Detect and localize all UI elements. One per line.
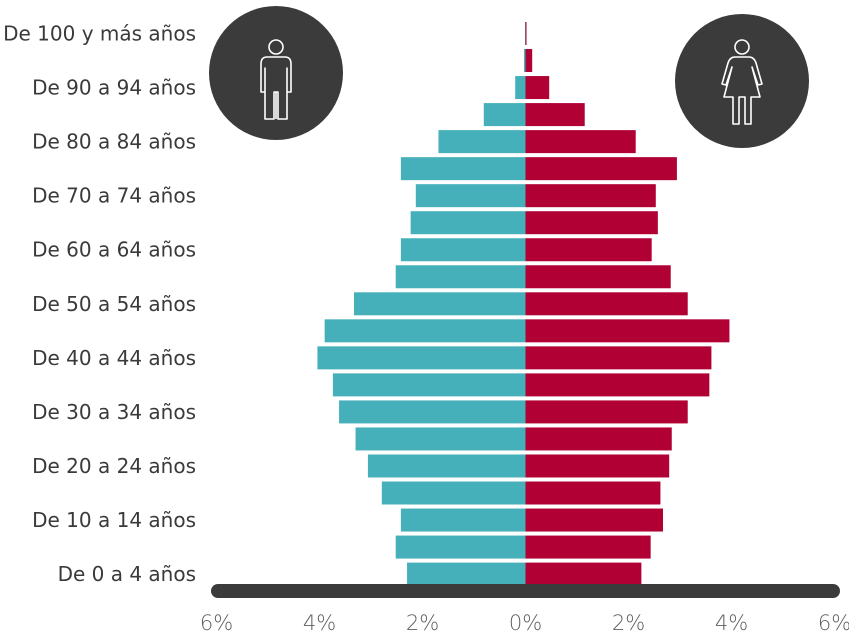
bar-male-9: [395, 265, 526, 289]
bar-female-1: [525, 49, 533, 73]
bar-female-11: [525, 319, 730, 343]
male-badge: [209, 6, 343, 140]
category-label: De 0 a 4 años: [58, 562, 196, 586]
bar-female-10: [525, 292, 688, 316]
category-label: De 30 a 34 años: [32, 400, 196, 424]
bar-female-15: [525, 427, 672, 451]
man-icon: [260, 39, 292, 120]
x-tick-label: 2%: [406, 611, 439, 635]
bar-female-0: [525, 22, 527, 45]
bar-female-13: [525, 373, 710, 397]
bar-male-15: [355, 427, 526, 451]
bar-male-12: [317, 346, 526, 370]
x-axis-baseline: [211, 584, 840, 598]
bar-female-18: [525, 508, 663, 532]
bar-male-11: [324, 319, 526, 343]
bar-male-10: [354, 292, 526, 316]
bar-female-19: [525, 535, 651, 559]
bar-male-18: [400, 508, 526, 532]
bar-male-20: [407, 562, 526, 586]
female-badge-circle: [675, 14, 809, 148]
woman-icon: [721, 39, 763, 125]
bar-female-16: [525, 454, 670, 478]
bar-female-4: [525, 130, 636, 154]
bar-male-6: [415, 184, 526, 208]
bar-male-19: [395, 535, 526, 559]
category-label: De 100 y más años: [3, 22, 196, 46]
bars-layer: [317, 22, 730, 586]
bar-female-8: [525, 238, 652, 262]
x-tick-label: 0%: [509, 611, 542, 635]
category-label: De 10 a 14 años: [32, 508, 196, 532]
x-tick-label: 4%: [715, 611, 748, 635]
bar-male-16: [367, 454, 526, 478]
bar-male-5: [400, 157, 526, 181]
category-label: De 60 a 64 años: [32, 238, 196, 262]
bar-male-13: [332, 373, 526, 397]
x-axis-ticks: 6% 4% 2% 0% 2% 4% 6%: [200, 611, 849, 635]
bar-male-8: [400, 238, 526, 262]
category-label: De 50 a 54 años: [32, 292, 196, 316]
category-label: De 90 a 94 años: [32, 76, 196, 100]
bar-male-14: [339, 400, 526, 424]
x-tick-label: 2%: [612, 611, 645, 635]
category-labels: De 100 y más años De 90 a 94 años De 80 a …: [3, 22, 196, 587]
bar-female-3: [525, 103, 585, 127]
bar-female-5: [525, 157, 677, 181]
bar-male-17: [381, 481, 526, 505]
bar-male-3: [483, 103, 526, 127]
bar-female-17: [525, 481, 661, 505]
bar-female-12: [525, 346, 712, 370]
bar-male-2: [515, 76, 526, 100]
bar-male-0: [524, 22, 526, 45]
category-label: De 70 a 74 años: [32, 184, 196, 208]
x-tick-label: 6%: [818, 611, 849, 635]
bar-male-7: [410, 211, 526, 235]
category-label: De 20 a 24 años: [32, 454, 196, 478]
bar-female-2: [525, 76, 550, 100]
bar-female-14: [525, 400, 688, 424]
female-badge: [675, 14, 809, 148]
category-label: De 40 a 44 años: [32, 346, 196, 370]
bar-female-7: [525, 211, 658, 235]
x-tick-label: 6%: [200, 611, 233, 635]
bar-female-6: [525, 184, 656, 208]
bar-male-4: [438, 130, 526, 154]
bar-female-20: [525, 562, 642, 586]
category-label: De 80 a 84 años: [32, 130, 196, 154]
bar-female-9: [525, 265, 671, 289]
male-badge-circle: [209, 6, 343, 140]
x-tick-label: 4%: [303, 611, 336, 635]
bar-male-1: [523, 49, 526, 73]
